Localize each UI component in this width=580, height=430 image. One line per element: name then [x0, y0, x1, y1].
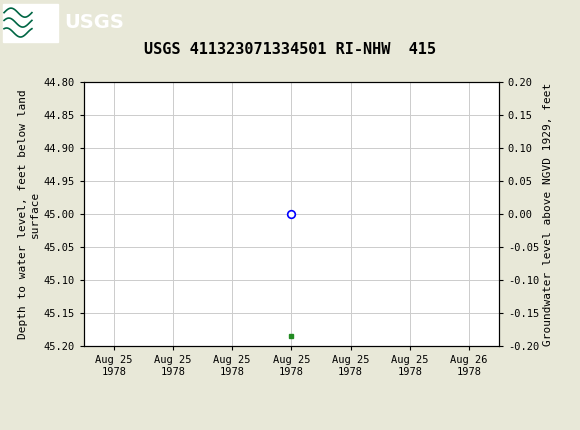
Text: USGS 411323071334501 RI-NHW  415: USGS 411323071334501 RI-NHW 415	[144, 42, 436, 57]
Y-axis label: Groundwater level above NGVD 1929, feet: Groundwater level above NGVD 1929, feet	[543, 82, 553, 346]
FancyBboxPatch shape	[3, 3, 58, 42]
Text: USGS: USGS	[64, 13, 124, 32]
Y-axis label: Depth to water level, feet below land
surface: Depth to water level, feet below land su…	[18, 89, 39, 339]
